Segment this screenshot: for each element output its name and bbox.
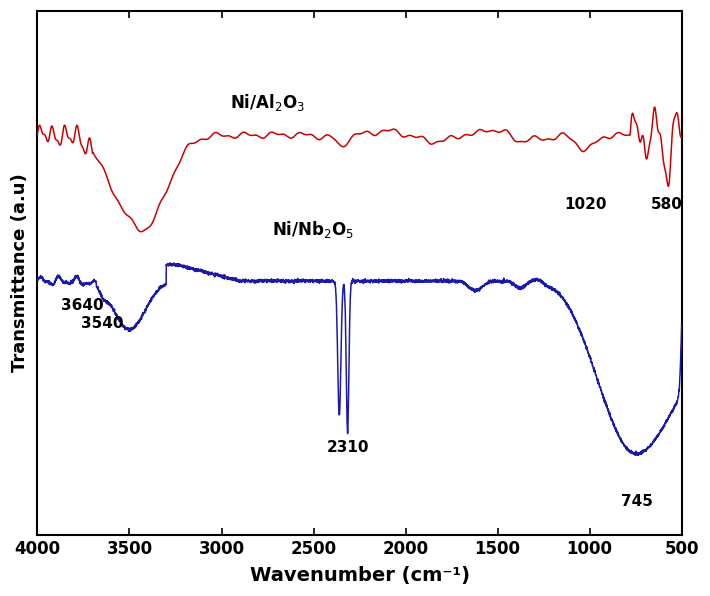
- Y-axis label: Transmittance (a.u): Transmittance (a.u): [11, 173, 29, 372]
- Text: Ni/Al$_2$O$_3$: Ni/Al$_2$O$_3$: [230, 92, 305, 113]
- Text: 580: 580: [651, 197, 683, 212]
- Text: 1020: 1020: [564, 197, 607, 212]
- Text: 3540: 3540: [82, 316, 124, 331]
- Text: 2310: 2310: [327, 440, 370, 455]
- X-axis label: Wavenumber (cm⁻¹): Wavenumber (cm⁻¹): [249, 566, 469, 585]
- Text: 3640: 3640: [61, 298, 104, 313]
- Text: 745: 745: [621, 494, 652, 509]
- Text: Ni/Nb$_2$O$_5$: Ni/Nb$_2$O$_5$: [273, 219, 355, 240]
